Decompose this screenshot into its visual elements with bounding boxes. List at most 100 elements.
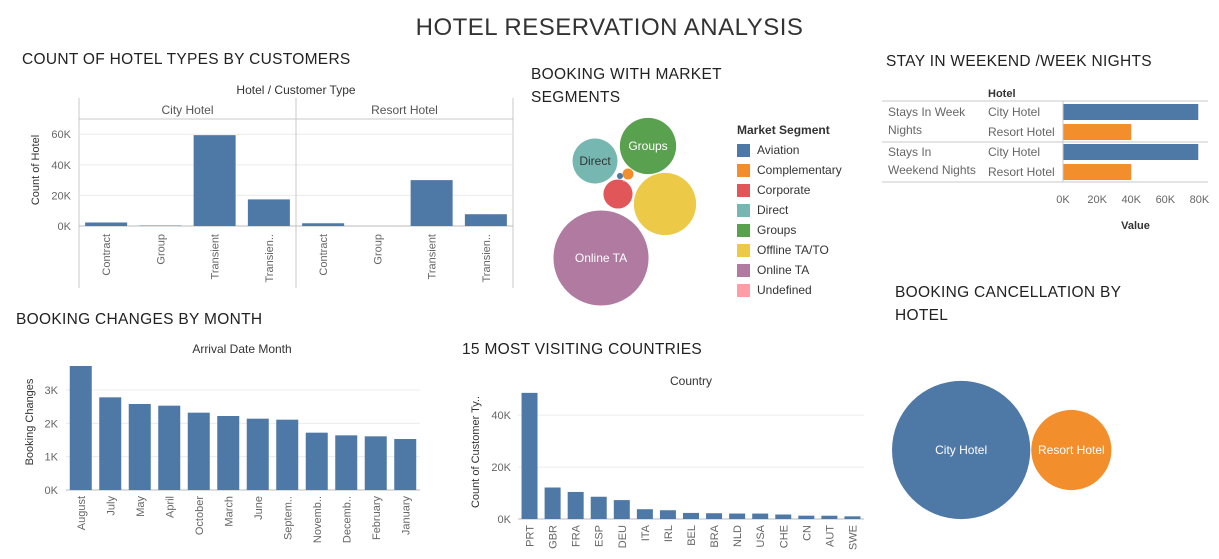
booking-changes-chart: Arrival Date Month Booking Changes 0K 1K 2K 3… [24,342,420,543]
legend-swatch [737,283,750,297]
bar [590,496,607,519]
legend-swatch [737,243,750,257]
group-label: Nights [888,123,922,137]
group-label: Stays In [888,145,931,159]
legend-label: Corporate [757,183,811,197]
bar [247,199,290,226]
bubble-corporate [603,179,633,209]
legend-item[interactable]: Undefined [737,280,867,300]
bar [69,366,92,490]
row-hotel-label: City Hotel [988,105,1040,119]
x-tick-label: Group [372,234,384,265]
bar [187,412,210,490]
bar [217,416,240,490]
bar [305,432,328,490]
x-tick-label: BRA [709,524,721,547]
x-tick-label: May [135,496,147,517]
bar [335,435,358,490]
y-tick-label: 40K [51,160,71,172]
bar [246,418,269,490]
bar [613,500,630,519]
legend-item[interactable]: Corporate [737,180,867,200]
bubble-label: Groups [628,139,667,153]
y-tick-label: 3K [45,385,59,397]
chart-title: Arrival Date Month [192,342,291,356]
row-hotel-label: City Hotel [988,145,1040,159]
x-tick-label: Transien.. [264,234,276,283]
y-tick-label: 0K [45,485,59,497]
booking-changes-section-title: BOOKING CHANGES BY MONTH [16,311,263,328]
bubble-online-ta [553,210,649,306]
bar [706,513,723,519]
hotel-types-section-title: COUNT OF HOTEL TYPES BY CUSTOMERS [22,51,351,68]
x-tick-label: 0K [1056,194,1070,206]
bar [659,510,676,519]
legend-label: Direct [757,203,789,217]
x-tick-label: August [76,496,88,530]
x-tick-label: January [400,496,412,536]
countries-chart: Country Count of Customer Ty.. 0K 20K 40K PRT… [470,374,864,550]
hotel-types-chart: Hotel / Customer Type Count of Hotel 0K 20K… [30,83,514,288]
bar [99,397,122,490]
x-tick-label: Contract [101,234,113,276]
legend-item[interactable]: Groups [737,220,867,240]
x-tick-label: CN [801,525,813,541]
legend-item[interactable]: Direct [737,200,867,220]
y-axis-label: Booking Changes [24,378,36,465]
x-tick-label: April [164,496,176,518]
group-label: Stays In Week [888,105,966,119]
bubble-groups [619,117,677,175]
bar [775,514,792,519]
x-tick-label: NLD [732,525,744,547]
market-segments-bubble-chart: Direct Groups Online TA [553,117,697,306]
legend-item[interactable]: Aviation [737,140,867,160]
x-tick-label: 80K [1190,194,1210,206]
y-tick-label: 60K [51,129,71,141]
row-hotel-label: Resort Hotel [988,125,1055,139]
legend-swatch [737,183,750,197]
bar [158,405,181,490]
column-header: Hotel [988,88,1016,100]
x-tick-label: AUT [824,525,836,547]
x-tick-label: CHE [778,525,790,548]
bar [1063,164,1132,180]
x-tick-label: IRL [663,525,675,542]
cancellation-bubble-chart: City Hotel Resort Hotel [892,380,1112,520]
x-tick-label: Group [155,234,167,265]
x-tick-label: PRT [525,525,537,547]
y-tick-label: 20K [491,462,511,474]
cancellation-section-title: BOOKING CANCELLATION BY HOTEL [895,284,1121,324]
bubble-offline-ta-to [633,172,697,236]
bubble-city-hotel [892,380,1031,520]
x-tick-label: July [105,496,117,516]
bubble-aviation [616,172,624,180]
bubble-direct [572,138,618,184]
legend-item[interactable]: Online TA [737,260,867,280]
legend-swatch [737,223,750,237]
x-tick-label: DEU [617,525,629,548]
x-tick-label: ESP [594,525,606,547]
bar [544,487,561,519]
y-axis-label: Count of Hotel [30,135,42,205]
bar [302,223,345,226]
legend-label: Undefined [757,283,812,297]
legend-swatch [737,263,750,277]
market-segment-legend: Market Segment Aviation Complementary Corp… [737,123,867,307]
x-tick-label: February [371,496,383,541]
y-tick-label: 40K [491,410,511,422]
bar [1063,104,1199,120]
legend-swatch [737,143,750,157]
x-tick-label: March [223,496,235,527]
x-tick-label: USA [755,524,767,547]
x-tick-label: 20K [1087,194,1107,206]
legend-item[interactable]: Complementary [737,160,867,180]
x-tick-label: SWE [847,525,859,550]
legend-item[interactable]: Offline TA/TO [737,240,867,260]
legend-label: Aviation [757,143,800,157]
bar [128,404,151,490]
dashboard-title: HOTEL RESERVATION ANALYSIS [415,14,804,41]
market-segments-section-title: BOOKING WITH MARKET SEGMENTS [531,66,722,106]
bar [410,180,453,226]
bar [683,512,699,519]
bar [821,515,838,519]
